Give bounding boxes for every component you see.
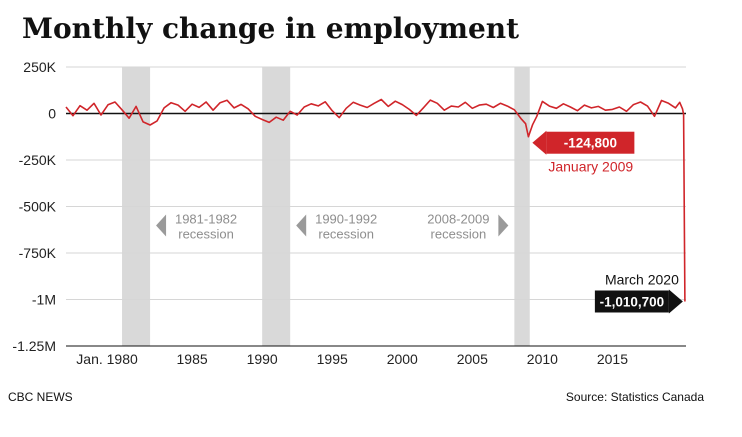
recession-label-1-1: recession [318,227,374,242]
recession-label-2-0: 2008-2009 [427,212,489,227]
y-tick-label-6: -1.25M [12,338,56,354]
x-tick-label-3: 1995 [317,351,348,367]
x-tick-label-1: 1985 [177,351,208,367]
callout-red-value: -124,800 [564,136,617,151]
recession-label-0-1: recession [178,227,234,242]
x-tick-label-7: 2015 [597,351,628,367]
callout-black-value: -1,010,700 [600,294,665,309]
callout-red-date: January 2009 [548,159,633,175]
callout-black-arrow [668,289,683,314]
recession-arrow-0 [156,214,167,237]
footer-credit: CBC NEWS [8,390,73,404]
recession-label-1-0: 1990-1992 [315,212,377,227]
y-tick-label-5: -1M [32,292,56,308]
y-tick-label-1: 0 [48,106,56,122]
x-tick-label-2: 1990 [247,351,278,367]
callout-black-box [594,290,669,313]
chart-title: Monthly change in employment [22,12,519,45]
y-tick-label-3: -500K [19,199,57,215]
callouts: -124,800 January 2009 March 2020 -1,010,700 [532,130,683,314]
callout-black-date: March 2020 [605,271,679,287]
footer-source: Source: Statistics Canada [566,390,704,404]
series-line-0 [65,98,686,302]
y-gridlines [66,66,686,347]
x-tick-label-4: 2000 [387,351,418,367]
x-tick-label-5: 2005 [457,351,488,367]
recession-label-2-1: recession [431,227,487,242]
x-tick-label-0: Jan. 1980 [76,351,138,367]
y-tick-label-2: -250K [19,152,57,168]
series-layer [65,98,686,302]
callout-red-arrow [532,130,547,155]
y-axis: 250K 0 -250K -500K -750K -1M -1.25M [12,59,56,354]
callout-red-box [546,131,635,154]
recession-labels: 1981-1982recession1990-1992recession2008… [156,212,509,242]
recession-label-0-0: 1981-1982 [175,212,237,227]
recession-arrow-2 [498,214,509,237]
x-axis: Jan. 1980 1985 1990 1995 2000 2005 2010 2015 [76,351,628,367]
y-tick-label-0: 250K [23,59,56,75]
recession-arrow-1 [296,214,307,237]
x-tick-label-6: 2010 [527,351,558,367]
y-tick-label-4: -750K [19,245,57,261]
